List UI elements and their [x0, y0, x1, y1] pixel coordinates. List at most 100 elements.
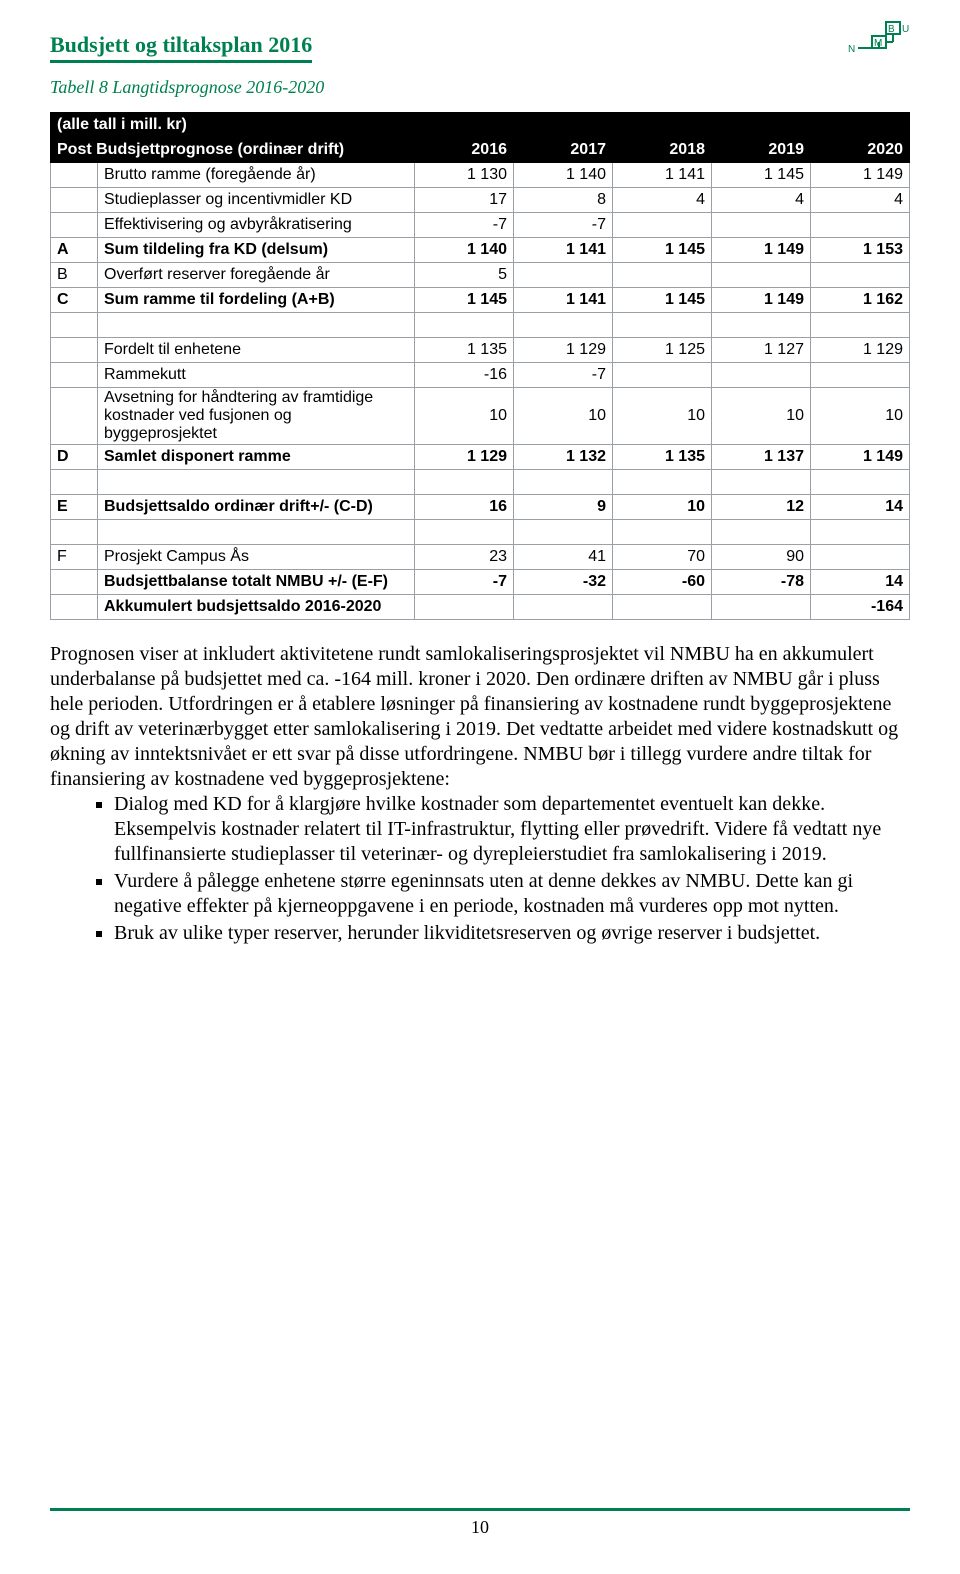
value-cell: [811, 545, 910, 570]
table-row: EBudsjettsaldo ordinær drift+/- (C-D)169…: [51, 495, 910, 520]
value-cell: 16: [415, 495, 514, 520]
year-header: 2020: [811, 138, 910, 163]
value-cell: -164: [811, 595, 910, 620]
value-cell: 1 130: [415, 163, 514, 188]
value-cell: [514, 313, 613, 338]
value-cell: -78: [712, 570, 811, 595]
value-cell: [613, 213, 712, 238]
value-cell: 14: [811, 495, 910, 520]
value-cell: 4: [811, 188, 910, 213]
value-cell: [514, 470, 613, 495]
value-cell: [415, 520, 514, 545]
table-row: [51, 520, 910, 545]
value-cell: [712, 470, 811, 495]
post-cell: E: [51, 495, 98, 520]
label-cell: Sum ramme til fordeling (A+B): [98, 288, 415, 313]
post-cell: [51, 338, 98, 363]
label-cell: Rammekutt: [98, 363, 415, 388]
label-cell: Overført reserver foregående år: [98, 263, 415, 288]
value-cell: [811, 520, 910, 545]
value-cell: 1 132: [514, 445, 613, 470]
label-cell: Samlet disponert ramme: [98, 445, 415, 470]
value-cell: -60: [613, 570, 712, 595]
table-header-row: Post Budsjettprognose (ordinær drift) 20…: [51, 138, 910, 163]
value-cell: -7: [415, 570, 514, 595]
label-cell: Budsjettbalanse totalt NMBU +/- (E-F): [98, 570, 415, 595]
value-cell: 1 137: [712, 445, 811, 470]
svg-text:N: N: [848, 44, 855, 55]
value-cell: 1 127: [712, 338, 811, 363]
value-cell: 1 135: [613, 445, 712, 470]
value-cell: 70: [613, 545, 712, 570]
value-cell: 1 149: [811, 163, 910, 188]
year-header: 2016: [415, 138, 514, 163]
recommendations-list: Dialog med KD for å klargjøre hvilke kos…: [50, 792, 910, 946]
post-cell: [51, 595, 98, 620]
table-row: Effektivisering og avbyråkratisering-7-7: [51, 213, 910, 238]
table-row: Fordelt til enhetene1 1351 1291 1251 127…: [51, 338, 910, 363]
value-cell: 1 140: [415, 238, 514, 263]
value-cell: 10: [514, 388, 613, 445]
value-cell: -16: [415, 363, 514, 388]
table-row: [51, 470, 910, 495]
table-unit-note: (alle tall i mill. kr): [51, 113, 910, 138]
value-cell: [613, 263, 712, 288]
label-cell: Effektivisering og avbyråkratisering: [98, 213, 415, 238]
value-cell: 10: [613, 388, 712, 445]
value-cell: -7: [415, 213, 514, 238]
value-cell: 9: [514, 495, 613, 520]
value-cell: [811, 313, 910, 338]
value-cell: -32: [514, 570, 613, 595]
label-cell: Budsjettsaldo ordinær drift+/- (C-D): [98, 495, 415, 520]
value-cell: 4: [613, 188, 712, 213]
value-cell: [613, 595, 712, 620]
post-cell: [51, 163, 98, 188]
value-cell: 1 162: [811, 288, 910, 313]
svg-text:M: M: [874, 38, 882, 49]
table-row: FProsjekt Campus Ås23417090: [51, 545, 910, 570]
post-cell: A: [51, 238, 98, 263]
table-row: Avsetning for håndtering av framtidige k…: [51, 388, 910, 445]
value-cell: [613, 313, 712, 338]
value-cell: 17: [415, 188, 514, 213]
value-cell: 1 145: [415, 288, 514, 313]
post-cell: [51, 313, 98, 338]
value-cell: 41: [514, 545, 613, 570]
value-cell: [514, 595, 613, 620]
post-cell: B: [51, 263, 98, 288]
list-item: Dialog med KD for å klargjøre hvilke kos…: [114, 792, 910, 867]
value-cell: 5: [415, 263, 514, 288]
value-cell: 1 125: [613, 338, 712, 363]
svg-text:U: U: [902, 24, 909, 35]
table-row: ASum tildeling fra KD (delsum)1 1401 141…: [51, 238, 910, 263]
table-header-label: Post Budsjettprognose (ordinær drift): [51, 138, 415, 163]
label-cell: [98, 520, 415, 545]
value-cell: 1 149: [811, 445, 910, 470]
value-cell: [514, 520, 613, 545]
value-cell: [712, 213, 811, 238]
label-cell: [98, 470, 415, 495]
post-cell: [51, 520, 98, 545]
table-row: DSamlet disponert ramme1 1291 1321 1351 …: [51, 445, 910, 470]
value-cell: [811, 363, 910, 388]
value-cell: 1 135: [415, 338, 514, 363]
value-cell: 1 129: [811, 338, 910, 363]
table-row: Studieplasser og incentivmidler KD178444: [51, 188, 910, 213]
table-row: CSum ramme til fordeling (A+B)1 1451 141…: [51, 288, 910, 313]
value-cell: [613, 520, 712, 545]
post-cell: [51, 188, 98, 213]
label-cell: Akkumulert budsjettsaldo 2016-2020: [98, 595, 415, 620]
nmbu-logo-icon: U B M N: [846, 20, 910, 69]
value-cell: 1 145: [712, 163, 811, 188]
post-cell: [51, 388, 98, 445]
value-cell: [613, 470, 712, 495]
value-cell: 1 149: [712, 288, 811, 313]
value-cell: [712, 363, 811, 388]
value-cell: 1 149: [712, 238, 811, 263]
value-cell: 14: [811, 570, 910, 595]
value-cell: 12: [712, 495, 811, 520]
value-cell: 8: [514, 188, 613, 213]
value-cell: [712, 263, 811, 288]
value-cell: [514, 263, 613, 288]
year-header: 2017: [514, 138, 613, 163]
